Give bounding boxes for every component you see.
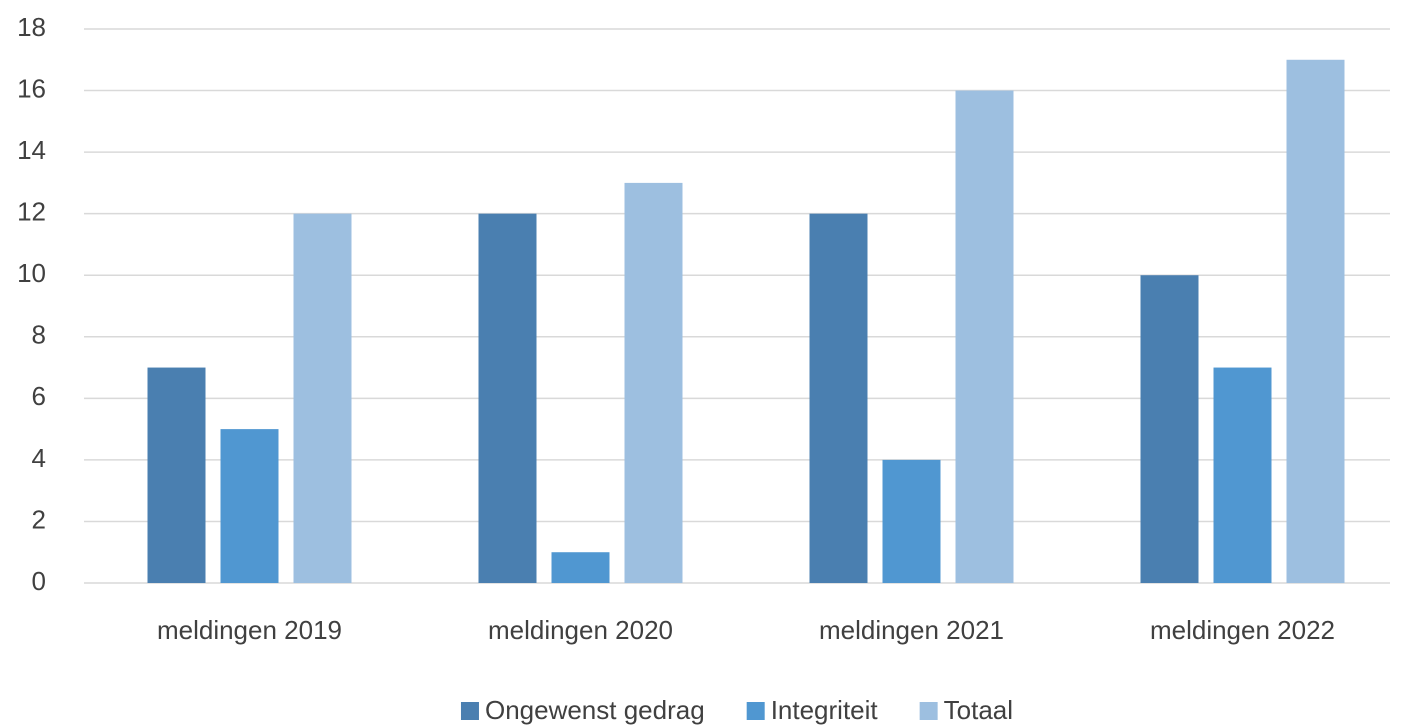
bar	[551, 552, 610, 583]
x-tick-label: meldingen 2019	[157, 615, 342, 645]
y-tick-label: 2	[32, 504, 46, 534]
y-tick-label: 14	[17, 135, 46, 165]
bar	[882, 459, 941, 583]
y-tick-label: 18	[17, 12, 46, 42]
legend: Ongewenst gedrag Integriteit Totaal	[460, 695, 1013, 725]
bar	[147, 367, 206, 583]
y-tick-label: 6	[32, 381, 46, 411]
bar	[1213, 367, 1272, 583]
bar	[220, 429, 279, 583]
y-tick-label: 8	[32, 320, 46, 350]
x-tick-label: meldingen 2021	[819, 615, 1004, 645]
legend-label: Totaal	[944, 695, 1013, 725]
legend-swatch	[746, 702, 765, 720]
y-tick-label: 4	[32, 443, 46, 473]
legend-swatch	[460, 702, 479, 720]
bar	[955, 90, 1014, 584]
bar	[293, 213, 352, 583]
y-tick-label: 10	[17, 258, 46, 288]
bar	[1286, 59, 1345, 584]
y-tick-label: 12	[17, 197, 46, 227]
y-tick-label: 0	[32, 566, 46, 596]
x-tick-label: meldingen 2020	[488, 615, 673, 645]
y-tick-label: 16	[17, 73, 46, 103]
legend-label: Integriteit	[771, 695, 879, 725]
x-tick-label: meldingen 2022	[1150, 615, 1335, 645]
legend-label: Ongewenst gedrag	[485, 695, 705, 725]
bar	[478, 213, 537, 583]
bar	[809, 213, 868, 583]
legend-swatch	[919, 702, 938, 720]
bar	[1140, 275, 1199, 583]
bar	[624, 182, 683, 583]
